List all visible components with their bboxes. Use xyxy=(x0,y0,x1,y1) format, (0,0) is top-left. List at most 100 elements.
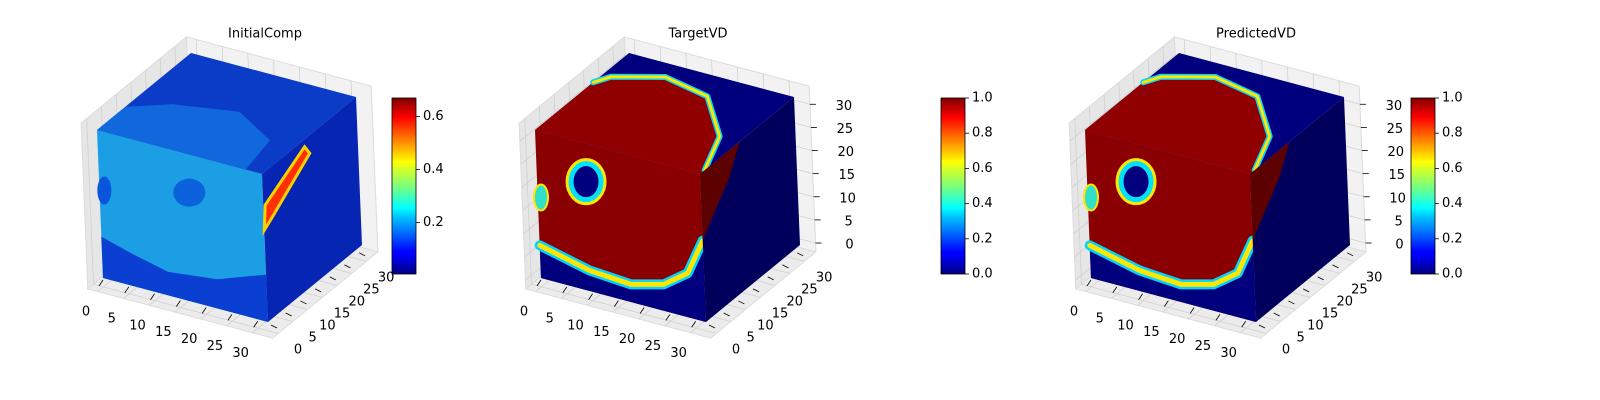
z-tick-label: 25 xyxy=(1387,122,1404,137)
x-tick xyxy=(253,321,259,328)
chart-title: InitialComp xyxy=(228,27,302,42)
voxel-right-red xyxy=(1250,141,1290,241)
colorbar-tick-label: 0.0 xyxy=(972,267,993,282)
voxel-front-low xyxy=(1089,240,1256,322)
colorbar-tick-label: 1.0 xyxy=(972,91,993,106)
z-tick-label: 20 xyxy=(838,145,855,160)
x-tick-label: 30 xyxy=(1220,346,1237,361)
x-tick-label: 10 xyxy=(567,318,584,333)
z-tick-label: 5 xyxy=(844,214,852,229)
x-tick xyxy=(176,300,181,307)
z-tick-label: 20 xyxy=(1388,145,1405,160)
colorbar-tick-label: 0.8 xyxy=(972,126,993,141)
x-tick xyxy=(1138,293,1143,300)
y-tick xyxy=(1332,264,1339,269)
z-tick-label: 5 xyxy=(1394,214,1402,229)
x-tick xyxy=(1164,300,1169,307)
x-tick-label: 30 xyxy=(670,346,687,361)
y-tick xyxy=(314,288,322,293)
voxel-ring xyxy=(566,159,606,205)
y-tick xyxy=(752,288,760,293)
colorbar-tick-label: 0.8 xyxy=(1442,126,1463,141)
chart-title: TargetVD xyxy=(667,27,727,42)
x-tick xyxy=(1241,321,1247,328)
x-tick xyxy=(98,279,104,287)
colorbar-tick-label: 0.4 xyxy=(972,196,993,211)
x-tick xyxy=(1086,279,1092,287)
x-tick xyxy=(588,293,593,300)
y-tick xyxy=(358,252,366,257)
y-tick xyxy=(1258,324,1266,329)
y-tick-label: 5 xyxy=(1297,330,1305,345)
x-tick-label: 30 xyxy=(232,346,249,361)
x-tick-label: 20 xyxy=(181,332,198,347)
voxel-edge xyxy=(591,75,722,172)
y-tick xyxy=(1302,288,1310,293)
y-tick-label: 15 xyxy=(1322,306,1339,321)
grid-line xyxy=(86,118,279,334)
x-tick xyxy=(562,286,568,294)
z-tick-label: 30 xyxy=(1386,99,1403,114)
voxel-ring xyxy=(565,158,607,206)
grid-line xyxy=(524,118,717,334)
x-tick xyxy=(536,279,542,287)
y-tick xyxy=(723,312,730,317)
voxel-spot xyxy=(533,183,549,212)
x-tick xyxy=(150,293,155,300)
y-tick xyxy=(1273,312,1280,317)
y-tick xyxy=(738,300,745,305)
y-tick-label: 20 xyxy=(1336,294,1353,309)
voxel-top-red xyxy=(1085,76,1270,174)
z-tick-label: 15 xyxy=(838,168,855,183)
y-tick-label: 20 xyxy=(348,294,365,309)
y-tick xyxy=(344,264,351,269)
voxel-ring xyxy=(1116,159,1156,205)
x-tick xyxy=(639,307,645,314)
y-tick xyxy=(1317,276,1324,281)
y-tick-label: 0 xyxy=(1282,343,1290,358)
voxel-edge xyxy=(537,238,706,287)
y-tick-label: 20 xyxy=(786,294,803,309)
y-tick-label: 5 xyxy=(309,330,317,345)
y-tick xyxy=(767,276,774,281)
z-tick-label: 15 xyxy=(1388,168,1405,183)
z-tick-label: 0 xyxy=(845,238,853,253)
colorbar xyxy=(1410,97,1436,275)
y-tick xyxy=(1346,252,1354,257)
colorbar-tick-label: 0.6 xyxy=(972,161,993,176)
voxel-edge xyxy=(1141,75,1272,172)
voxel-front-low xyxy=(539,240,706,322)
colorbar xyxy=(391,97,417,275)
z-tick-label: 30 xyxy=(836,99,853,114)
y-tick-label: 30 xyxy=(1366,270,1383,285)
colorbar-tick-label: 0.2 xyxy=(972,231,993,246)
z-tick-label: 0 xyxy=(1395,238,1403,253)
y-tick-label: 15 xyxy=(334,306,351,321)
x-tick-label: 15 xyxy=(155,325,172,340)
voxel-right xyxy=(1250,97,1350,322)
x-tick xyxy=(227,314,233,321)
x-tick xyxy=(124,286,130,294)
x-tick-label: 5 xyxy=(546,311,554,326)
z-tick-label: 10 xyxy=(1389,191,1406,206)
colorbar-tick-label: 0.2 xyxy=(423,215,444,230)
voxel-ring xyxy=(1115,158,1157,206)
voxel-right xyxy=(262,97,362,322)
x-tick-label: 5 xyxy=(1096,311,1104,326)
x-tick xyxy=(665,314,671,321)
colorbar xyxy=(940,97,966,275)
y-tick-label: 0 xyxy=(732,343,740,358)
x-tick-label: 25 xyxy=(207,339,224,354)
y-tick-label: 0 xyxy=(294,343,302,358)
x-tick xyxy=(1189,307,1195,314)
z-tick-label: 10 xyxy=(839,191,856,206)
x-tick-label: 25 xyxy=(645,339,662,354)
y-tick-label: 25 xyxy=(363,282,380,297)
x-tick-label: 0 xyxy=(82,305,90,320)
y-tick xyxy=(796,252,804,257)
y-tick xyxy=(285,312,292,317)
